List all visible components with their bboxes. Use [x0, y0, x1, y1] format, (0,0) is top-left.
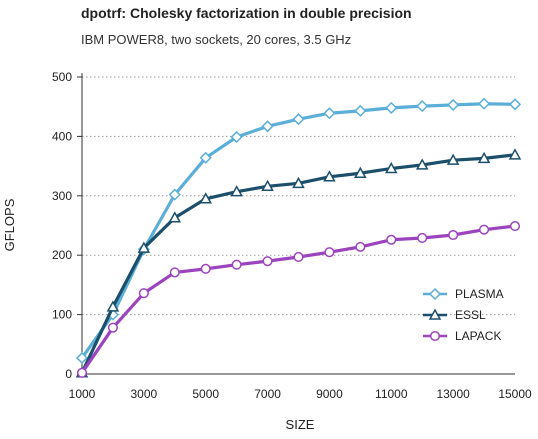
lapack-point: [169, 267, 180, 278]
lapack-point: [200, 263, 211, 274]
lapack-point: [107, 322, 118, 333]
legend-label: PLASMA: [455, 287, 504, 301]
essl-point: [446, 153, 460, 165]
plasma-point: [168, 188, 181, 201]
plasma-point: [508, 98, 522, 111]
x-tick-label: 13000: [436, 387, 470, 401]
essl-point: [508, 148, 522, 160]
lapack-point: [138, 288, 149, 299]
axes: [77, 73, 515, 375]
lapack-point: [231, 259, 242, 270]
x-tick-label: 7000: [254, 387, 281, 401]
y-tick-label: 200: [52, 248, 72, 262]
lapack-point: [479, 224, 490, 235]
plasma-line: [80, 102, 516, 359]
essl-point: [261, 179, 274, 192]
gridlines: [82, 76, 515, 316]
x-tick-label: 9000: [316, 387, 343, 401]
x-tick-label: 1000: [69, 387, 96, 401]
plasma-point: [75, 351, 89, 365]
essl-point: [106, 300, 120, 312]
x-axis-label: SIZE: [286, 417, 315, 432]
essl-point: [477, 151, 491, 164]
y-axis-label: GFLOPS: [2, 198, 17, 251]
plasma-point: [199, 151, 212, 164]
legend-label: LAPACK: [455, 329, 501, 343]
x-tick-labels: 1000 3000 5000 7000 9000 11000 13000 15000: [69, 387, 532, 401]
plasma-point: [447, 98, 460, 111]
legend-marker: [428, 287, 442, 301]
lapack-point: [386, 234, 397, 245]
plasma-point: [292, 113, 305, 126]
essl-point: [354, 166, 367, 178]
lapack-point: [448, 229, 459, 241]
essl-point: [292, 176, 305, 189]
plasma-point: [261, 120, 274, 133]
essl-point: [385, 161, 398, 174]
essl-point: [323, 170, 336, 182]
lapack-point: [509, 221, 521, 232]
x-tick-label: 3000: [131, 387, 158, 401]
y-tick-label: 400: [52, 129, 72, 143]
y-tick-labels: 0 100 200 300 400 500: [52, 70, 72, 381]
plasma-point: [230, 130, 243, 144]
legend-marker: [429, 330, 441, 342]
legend-item-essl: ESSL: [423, 308, 486, 322]
essl-point: [168, 211, 182, 223]
essl-point: [137, 241, 151, 253]
legend-item-lapack: LAPACK: [423, 329, 501, 343]
y-tick-label: 500: [52, 70, 72, 84]
series-group: [75, 97, 522, 378]
lapack-point: [355, 241, 366, 252]
plasma-point: [478, 97, 491, 110]
chart-subtitle: IBM POWER8, two sockets, 20 cores, 3.5 G…: [81, 32, 352, 47]
x-tick-label: 5000: [192, 387, 219, 401]
plasma-point: [354, 104, 367, 117]
legend-label: ESSL: [455, 308, 486, 322]
y-tick-label: 0: [65, 367, 72, 381]
chart-title: dpotrf: Cholesky factorization in double…: [81, 5, 412, 21]
plasma-point: [323, 107, 336, 120]
y-tick-label: 300: [52, 189, 72, 203]
y-tick-label: 100: [52, 308, 72, 322]
essl-point: [230, 185, 243, 197]
x-tick-label: 11000: [375, 387, 408, 401]
essl-point: [199, 192, 212, 204]
lapack-point: [262, 256, 273, 267]
plasma-point: [385, 101, 398, 114]
series-lapack: [76, 221, 521, 378]
lapack-point: [324, 247, 335, 258]
x-tick-label: 15000: [498, 387, 532, 401]
lapack-point: [76, 367, 88, 378]
lapack-point: [417, 232, 428, 244]
legend: PLASMA ESSL LAPACK: [423, 287, 504, 343]
legend-marker: [428, 308, 442, 320]
series-essl: [75, 148, 522, 378]
legend-item-plasma: PLASMA: [423, 287, 504, 301]
essl-point: [415, 158, 429, 170]
lapack-point: [293, 251, 304, 263]
plasma-point: [416, 100, 429, 113]
